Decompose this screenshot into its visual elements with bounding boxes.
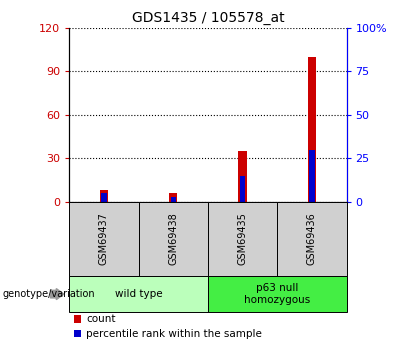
Text: wild type: wild type	[115, 289, 163, 299]
Bar	[169, 193, 177, 202]
Bar	[100, 190, 108, 202]
Text: GSM69436: GSM69436	[307, 213, 317, 265]
Text: percentile rank within the sample: percentile rank within the sample	[86, 329, 262, 338]
Title: GDS1435 / 105578_at: GDS1435 / 105578_at	[131, 11, 284, 25]
Text: count: count	[86, 314, 116, 324]
Bar	[171, 197, 176, 202]
Bar	[309, 150, 315, 202]
Bar	[240, 176, 245, 202]
Text: GSM69437: GSM69437	[99, 213, 109, 265]
Bar	[101, 193, 107, 202]
Text: GSM69435: GSM69435	[238, 213, 247, 265]
Text: genotype/variation: genotype/variation	[2, 289, 95, 299]
Bar	[239, 151, 247, 202]
Text: GSM69438: GSM69438	[168, 213, 178, 265]
Text: p63 null
homozygous: p63 null homozygous	[244, 283, 310, 305]
Bar	[308, 57, 316, 202]
